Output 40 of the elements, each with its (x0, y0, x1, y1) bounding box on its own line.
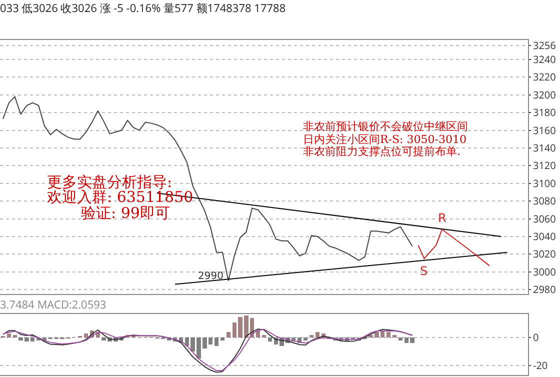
bar (256, 330, 260, 338)
annotation: 2990 (198, 271, 224, 282)
annotation: S (420, 264, 428, 278)
y-tick-label: 3180 (533, 105, 556, 120)
bar (84, 333, 88, 338)
y-tick-label: 3220 (533, 70, 556, 84)
annotation: 非农前预计银价不会破位中继区间 (303, 120, 468, 133)
y-tick-label: 3040 (533, 228, 556, 243)
annotation: 更多实盘分析指导: (47, 173, 172, 191)
y-tick-label: 3200 (533, 87, 556, 102)
y-tick-label: 3080 (533, 194, 556, 208)
y-tick-label: 3100 (533, 176, 556, 190)
y-tick-label: 3060 (533, 211, 556, 226)
y-tick-label: 2980 (533, 282, 556, 296)
annotation: 欢迎入群: 63511850 (47, 188, 194, 206)
y-tick-label: 3256 (533, 38, 556, 52)
y-tick-label: 3000 (533, 264, 556, 278)
bar (220, 338, 225, 340)
bar (398, 338, 403, 340)
chart-title: 033 低3026 收3026 涨 -5 -0.16% 量577 额1748378 17788 (0, 1, 286, 16)
annotation: 验证: 99即可 (81, 204, 170, 222)
chart-title: 3.7484 MACD:2.0593 (0, 297, 106, 312)
y-tick-label: 3020 (533, 246, 556, 261)
y-tick-label: 3140 (533, 140, 556, 154)
y-tick-label: 3160 (533, 122, 556, 137)
bar (303, 338, 308, 340)
y-tick-label: 3240 (533, 52, 556, 66)
line-series (418, 228, 490, 266)
annotation: R (438, 211, 446, 225)
bar (226, 332, 230, 338)
bar (268, 338, 272, 342)
bar (6, 333, 11, 338)
annotation: 非农前阻力支撑点位可提前布单. (303, 145, 460, 158)
annotation: 日内关注小区间R-S: 3050-3010 (303, 133, 466, 146)
y-tick-label: -20 (533, 358, 548, 372)
y-tick-label: 0 (533, 330, 539, 344)
bar (315, 332, 320, 338)
y-tick-label: 3120 (533, 158, 556, 172)
bar (214, 338, 219, 346)
bar (386, 332, 391, 338)
